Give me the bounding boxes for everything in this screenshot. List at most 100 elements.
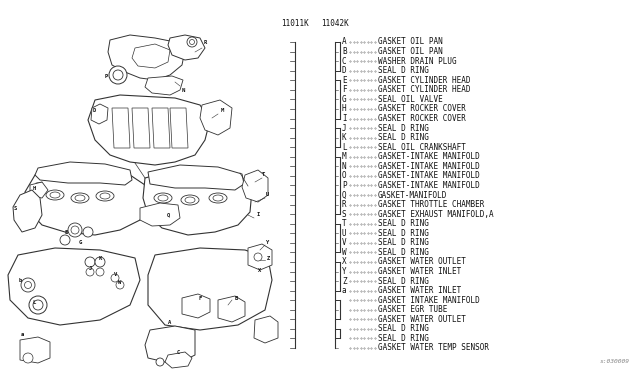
Ellipse shape: [100, 193, 110, 199]
Text: D: D: [342, 66, 347, 75]
Text: H: H: [33, 186, 36, 190]
Text: GASKET ROCKER COVER: GASKET ROCKER COVER: [378, 114, 466, 123]
Polygon shape: [165, 352, 192, 368]
Polygon shape: [8, 248, 140, 325]
Polygon shape: [132, 108, 150, 148]
Text: K: K: [342, 133, 347, 142]
Text: SEAL D RING: SEAL D RING: [378, 219, 429, 228]
Text: SEAL D RING: SEAL D RING: [378, 238, 429, 247]
Circle shape: [109, 66, 127, 84]
Text: GASKET INTAKE MANIFOLD: GASKET INTAKE MANIFOLD: [378, 296, 480, 305]
Text: SEAL D RING: SEAL D RING: [378, 66, 429, 75]
Ellipse shape: [50, 192, 60, 198]
Polygon shape: [132, 44, 170, 68]
Circle shape: [189, 39, 195, 45]
Text: C: C: [342, 57, 347, 65]
Circle shape: [21, 278, 35, 292]
Polygon shape: [168, 35, 205, 60]
Text: T: T: [342, 219, 347, 228]
Circle shape: [113, 70, 123, 80]
Circle shape: [95, 257, 105, 267]
Text: S: S: [342, 210, 347, 219]
Text: s:030009: s:030009: [600, 359, 630, 364]
Text: SEAL D RING: SEAL D RING: [378, 248, 429, 257]
Text: GASKET EXHAUST MANIFOLD,A: GASKET EXHAUST MANIFOLD,A: [378, 210, 493, 219]
Text: P: P: [104, 74, 108, 78]
Ellipse shape: [185, 197, 195, 203]
Text: SEAL D RING: SEAL D RING: [378, 229, 429, 238]
Text: V: V: [342, 238, 347, 247]
Circle shape: [111, 274, 119, 282]
Polygon shape: [108, 35, 185, 80]
Text: A: A: [342, 38, 347, 46]
Text: SEAL D RING: SEAL D RING: [378, 276, 429, 286]
Text: GASKET ROCKER COVER: GASKET ROCKER COVER: [378, 105, 466, 113]
Polygon shape: [152, 108, 170, 148]
Text: M: M: [220, 108, 223, 112]
Circle shape: [60, 235, 70, 245]
Text: W: W: [342, 248, 347, 257]
Text: U: U: [342, 229, 347, 238]
Text: GASKET OIL PAN: GASKET OIL PAN: [378, 47, 443, 56]
Polygon shape: [13, 190, 42, 232]
Ellipse shape: [209, 193, 227, 203]
Text: a: a: [20, 333, 24, 337]
Text: b: b: [19, 278, 22, 282]
Polygon shape: [143, 170, 252, 235]
Text: SEAL D RING: SEAL D RING: [378, 133, 429, 142]
Polygon shape: [148, 165, 244, 190]
Text: SEAL D RING: SEAL D RING: [378, 324, 429, 333]
Text: GASKET CYLINDER HEAD: GASKET CYLINDER HEAD: [378, 76, 470, 85]
Text: K: K: [99, 256, 102, 260]
Text: GASKET-INTAKE MANIFOLD: GASKET-INTAKE MANIFOLD: [378, 181, 480, 190]
Text: F: F: [198, 295, 202, 301]
Polygon shape: [254, 316, 278, 343]
Polygon shape: [35, 162, 132, 185]
Text: R: R: [342, 200, 347, 209]
Text: Z: Z: [342, 276, 347, 286]
Ellipse shape: [154, 193, 172, 203]
Ellipse shape: [71, 193, 89, 203]
Text: GASKET CYLINDER HEAD: GASKET CYLINDER HEAD: [378, 85, 470, 94]
Polygon shape: [242, 170, 268, 202]
Text: L: L: [342, 143, 347, 152]
Text: J: J: [342, 124, 347, 132]
Polygon shape: [25, 168, 148, 235]
Text: B: B: [234, 295, 237, 301]
Ellipse shape: [158, 195, 168, 201]
Circle shape: [29, 296, 47, 314]
Text: SEAL D RING: SEAL D RING: [378, 124, 429, 132]
Text: P: P: [342, 181, 347, 190]
Text: GASKET THROTTLE CHAMBER: GASKET THROTTLE CHAMBER: [378, 200, 484, 209]
Text: U: U: [266, 192, 269, 198]
Circle shape: [71, 226, 79, 234]
Text: GASKET OIL PAN: GASKET OIL PAN: [378, 38, 443, 46]
Text: GASKET EGR TUBE: GASKET EGR TUBE: [378, 305, 447, 314]
Text: L: L: [33, 299, 36, 305]
Text: T: T: [261, 173, 264, 177]
Polygon shape: [145, 326, 195, 362]
Text: GASKET WATER OUTLET: GASKET WATER OUTLET: [378, 315, 466, 324]
Circle shape: [68, 223, 82, 237]
Text: GASKET-MANIFOLD: GASKET-MANIFOLD: [378, 190, 447, 199]
Text: GASKET-INTAKE MANIFOLD: GASKET-INTAKE MANIFOLD: [378, 152, 480, 161]
Text: GASKET WATER TEMP SENSOR: GASKET WATER TEMP SENSOR: [378, 343, 489, 353]
Text: SEAL D RING: SEAL D RING: [378, 334, 429, 343]
Text: S: S: [13, 205, 17, 211]
Ellipse shape: [181, 195, 199, 205]
Text: O: O: [342, 171, 347, 180]
Text: GASKET-INTAKE MANIFOLD: GASKET-INTAKE MANIFOLD: [378, 171, 480, 180]
Text: X: X: [259, 267, 262, 273]
Text: E: E: [342, 76, 347, 85]
Ellipse shape: [75, 195, 85, 201]
Text: X: X: [342, 257, 347, 266]
Text: Y: Y: [342, 267, 347, 276]
Text: N: N: [181, 87, 184, 93]
Polygon shape: [30, 182, 48, 198]
Text: M: M: [342, 152, 347, 161]
Polygon shape: [148, 248, 272, 330]
Text: GASKET WATER OUTLET: GASKET WATER OUTLET: [378, 257, 466, 266]
Text: D: D: [92, 108, 95, 112]
Text: I: I: [342, 114, 347, 123]
Polygon shape: [248, 244, 272, 270]
